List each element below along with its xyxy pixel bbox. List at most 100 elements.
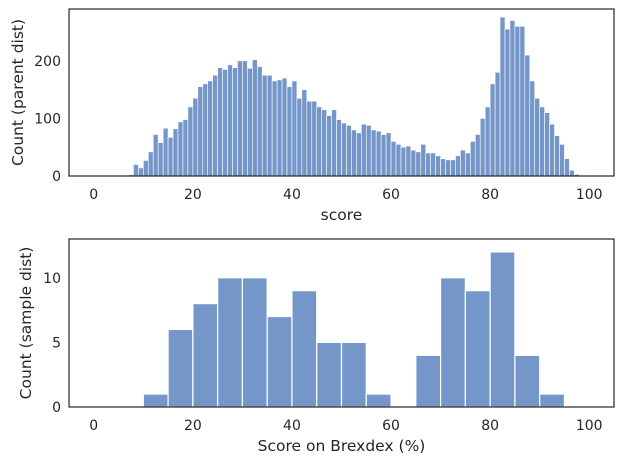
parent-bar — [138, 167, 144, 177]
parent-bar — [499, 16, 506, 177]
sample-bar — [291, 290, 318, 408]
parent-bar — [247, 68, 253, 177]
parent-bar — [465, 152, 471, 177]
sample-bar — [142, 393, 169, 408]
parent-bar — [316, 106, 322, 177]
sample-x-tick-label: 40 — [283, 418, 301, 434]
parent-bar — [177, 121, 184, 177]
parent-bar — [385, 132, 392, 177]
parent-bar — [256, 66, 263, 177]
parent-bar — [554, 135, 560, 177]
parent-bar — [222, 69, 228, 177]
parent-bar — [361, 123, 367, 177]
sample-bar — [439, 277, 466, 408]
parent-plot-frame — [68, 8, 615, 177]
sample-histogram-bars — [142, 251, 566, 408]
parent-bar — [410, 149, 417, 177]
parent-bar — [281, 77, 288, 177]
parent-x-tick-label: 20 — [184, 187, 202, 203]
parent-bar — [261, 74, 268, 177]
sample-bar — [340, 341, 367, 408]
parent-bar — [479, 118, 486, 177]
sample-x-tick-label: 0 — [89, 418, 98, 434]
parent-bar — [484, 106, 491, 177]
parent-bar — [514, 25, 521, 177]
parent-bar — [276, 79, 283, 177]
parent-y-ticks: 0 100 200 — [34, 54, 61, 185]
parent-bar — [564, 158, 570, 177]
parent-bar — [430, 152, 436, 177]
sample-x-tick-label: 20 — [184, 418, 202, 434]
parent-bar — [192, 97, 199, 177]
parent-bar — [152, 134, 159, 177]
parent-bar — [271, 80, 278, 177]
parent-bar — [405, 145, 412, 177]
parent-histogram-bars — [128, 16, 580, 177]
parent-bar — [474, 134, 481, 177]
parent-bar — [232, 67, 238, 177]
parent-bar — [470, 141, 476, 177]
sample-plot-frame — [68, 238, 615, 408]
parent-bar — [440, 158, 446, 177]
parent-bar — [519, 25, 526, 177]
parent-bar — [460, 149, 466, 177]
parent-bar — [242, 60, 248, 177]
parent-bar — [489, 83, 496, 177]
sample-x-ticks: 0 20 40 60 80 100 — [89, 418, 602, 434]
sample-bar — [415, 354, 442, 408]
sample-y-tick-label: 0 — [52, 400, 61, 416]
parent-bar — [202, 83, 209, 177]
sample-bar — [266, 315, 293, 408]
parent-bar — [509, 20, 516, 177]
sample-bar — [365, 393, 392, 408]
sample-x-tick-label: 80 — [481, 418, 499, 434]
parent-distribution-chart: 0 20 40 60 80 100 0 100 200 score Count (parent… — [9, 8, 615, 224]
parent-x-tick-label: 0 — [89, 187, 98, 203]
sample-bar — [217, 277, 244, 408]
parent-bar — [291, 80, 298, 177]
sample-y-tick-label: 10 — [43, 271, 61, 287]
parent-bar — [524, 54, 531, 177]
parent-bar — [167, 137, 174, 177]
sample-bar — [192, 303, 219, 408]
parent-bar — [569, 169, 575, 177]
parent-bar — [331, 109, 337, 177]
parent-bar — [147, 151, 154, 177]
parent-y-tick-label: 0 — [52, 169, 61, 185]
parent-bar — [365, 125, 372, 177]
parent-bar — [380, 134, 387, 177]
parent-bar — [197, 86, 204, 177]
sample-bar — [167, 328, 194, 408]
parent-bar — [549, 123, 555, 177]
parent-y-axis-label: Count (parent dist) — [9, 19, 27, 166]
sample-bar — [241, 277, 268, 408]
parent-bar — [162, 127, 169, 177]
parent-bar — [395, 144, 402, 177]
parent-bar — [187, 106, 194, 177]
parent-bar — [326, 115, 332, 177]
parent-x-tick-label: 80 — [481, 187, 499, 203]
parent-bar — [415, 151, 422, 177]
parent-bar — [559, 144, 565, 177]
parent-bar — [356, 132, 362, 177]
parent-bar — [217, 67, 223, 177]
parent-bar — [539, 106, 545, 177]
sample-bar — [316, 341, 343, 408]
parent-bar — [341, 122, 347, 177]
parent-bar — [375, 130, 382, 177]
parent-bar — [494, 72, 501, 177]
parent-bar — [420, 144, 427, 177]
parent-bar — [306, 100, 313, 177]
parent-bar — [296, 97, 303, 177]
sample-x-axis-label: Score on Brexdex (%) — [258, 437, 426, 455]
parent-bar — [390, 141, 397, 177]
parent-bar — [172, 128, 179, 177]
sample-y-ticks: 0 5 10 — [43, 271, 61, 416]
parent-y-tick-label: 100 — [34, 111, 61, 127]
parent-bar — [336, 119, 342, 177]
parent-bar — [351, 129, 357, 177]
parent-x-tick-label: 60 — [382, 187, 400, 203]
sample-distribution-chart: 0 20 40 60 80 100 0 5 10 Score on Brexdex (%) C… — [17, 238, 615, 455]
sample-y-axis-label: Count (sample dist) — [17, 247, 35, 400]
